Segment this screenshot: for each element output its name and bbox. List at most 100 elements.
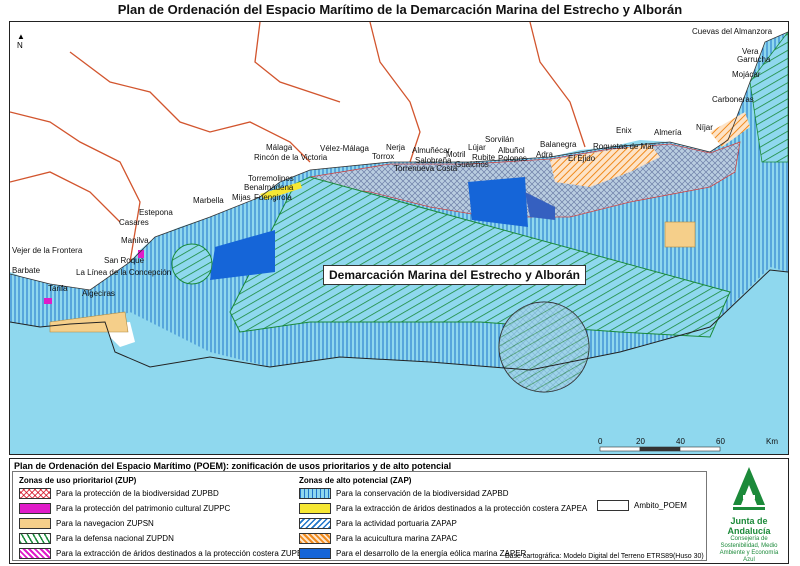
place-label: Albuñol	[498, 146, 525, 155]
scale-tick: 60	[716, 437, 725, 446]
scale-tick: 0	[598, 437, 603, 446]
zuppc-zone	[44, 298, 52, 304]
zapea-zone	[260, 182, 302, 200]
legend-panel: Plan de Ordenación del Espacio Marítimo …	[9, 458, 789, 564]
place-label: Almuñécar	[412, 146, 451, 155]
legend-item-zupsn: Para la navegacion ZUPSN	[19, 518, 154, 529]
legend-item-zaper: Para el desarrollo de la energía eólica …	[299, 548, 526, 559]
place-label: Barbate	[12, 266, 41, 275]
zaper-zone-central	[468, 177, 528, 227]
base-map-note: Base cartográfica: Modelo Digital del Te…	[505, 553, 704, 560]
legend-label: Para la actividad portuaria ZAPAP	[336, 519, 457, 528]
legend-item-zupbd: Para la protección de la biodiversidad Z…	[19, 488, 219, 499]
scale-tick: 40	[676, 437, 685, 446]
scale-bar: 0 20 40 60 Km	[598, 437, 778, 454]
zap-group-title: Zonas de alto potencial (ZAP)	[299, 476, 412, 485]
legend-item-zupea: Para la extracción de áridos destinados …	[19, 548, 308, 559]
legend-label: Para la acuicultura marina ZAPAC	[336, 534, 458, 543]
place-label: Carboneras	[712, 95, 754, 104]
zaper-zone-west	[210, 230, 275, 280]
province-border-1	[69, 51, 311, 163]
place-label: Salobreña	[415, 156, 452, 165]
zupea-zone	[138, 250, 144, 258]
swatch-zapap	[299, 518, 331, 529]
swatch-zupbd	[19, 488, 51, 499]
legend-label: Para la navegacion ZUPSN	[56, 519, 154, 528]
land-north	[10, 22, 788, 292]
swatch-zaper	[299, 548, 331, 559]
place-label: Mijas	[232, 193, 251, 202]
scale-tick: 20	[636, 437, 645, 446]
legend-item-zuppc: Para la protección del patrimonio cultur…	[19, 503, 230, 514]
north-label: N	[17, 41, 23, 50]
place-label: Lújar	[468, 143, 486, 152]
province-border-2	[10, 111, 141, 263]
zapac-zone	[550, 144, 660, 187]
place-label: Torrenueva Costa	[394, 164, 458, 173]
place-label: Gualchos	[455, 160, 489, 169]
province-border-6	[10, 171, 121, 223]
junta-logo-icon	[733, 467, 765, 510]
place-label: Polopos	[498, 154, 527, 163]
place-label: Cuevas del Almanzora	[692, 27, 773, 36]
place-label: Rubite	[472, 153, 496, 162]
logo-name: Junta de Andalucía	[727, 516, 771, 536]
zaper-zone-small	[525, 192, 555, 220]
map-title: Plan de Ordenación del Espacio Marítimo …	[117, 2, 683, 17]
swatch-zuppc	[19, 503, 51, 514]
north-arrow: ▲ N	[17, 32, 25, 50]
place-label: Enix	[616, 126, 632, 135]
province-border-3	[369, 22, 421, 163]
place-label: Motril	[446, 150, 466, 159]
swatch-zupea	[19, 548, 51, 559]
place-label: Nerja	[386, 143, 406, 152]
place-label: Casares	[119, 218, 149, 227]
place-label: Benalmádena	[244, 183, 294, 192]
place-label: Torremolinos	[248, 174, 294, 183]
swatch-ambito	[597, 500, 629, 511]
coastline	[10, 31, 788, 291]
swatch-zupsn	[19, 518, 51, 529]
north-icon: ▲	[17, 32, 25, 41]
map-canvas	[10, 22, 788, 454]
place-label: Málaga	[266, 143, 293, 152]
legend-label: Para el desarrollo de la energía eólica …	[336, 549, 527, 558]
map-view[interactable]: ▲ N Cuevas del Almanzora Vera Garrucha M…	[9, 21, 789, 455]
swatch-zapac	[299, 533, 331, 544]
demarcation-label: Demarcación Marina del Estrecho y Alborá…	[323, 265, 586, 285]
place-label: Torrox	[372, 152, 395, 161]
logo-subtitle: Consejería de Sostenibilidad, Medio Ambi…	[719, 536, 779, 563]
legend-item-zupdn: Para la defensa nacional ZUPDN	[19, 533, 174, 544]
place-label: Níjar	[696, 123, 713, 132]
legend-title: Plan de Ordenación del Espacio Marítimo …	[14, 461, 452, 471]
legend-label: Para la extracción de áridos destinados …	[336, 504, 588, 513]
legend-label: Para la protección del patrimonio cultur…	[56, 504, 231, 513]
legend-box: Zonas de uso prioritariol (ZUP) Para la …	[12, 471, 707, 561]
zoom-inset-overlay	[499, 302, 589, 392]
legend-label: Para la protección de la biodiversidad Z…	[56, 489, 219, 498]
legend-item-ambito: Ambito_POEM	[597, 500, 687, 511]
zapac-zone-2	[710, 112, 750, 147]
legend-label: Ambito_POEM	[634, 501, 687, 510]
place-label: Almería	[654, 128, 682, 137]
province-border-5	[254, 22, 341, 103]
legend-item-zapap: Para la actividad portuaria ZAPAP	[299, 518, 457, 529]
legend-item-zapbd: Para la conservación de la biodiversidad…	[299, 488, 509, 499]
swatch-zapea	[299, 503, 331, 514]
place-label: Rincón de la Victoria	[254, 153, 328, 162]
place-label: San Roque	[104, 256, 145, 265]
place-label: Garrucha	[737, 55, 771, 64]
zupsn-strait	[49, 311, 129, 333]
place-label: Estepona	[139, 208, 173, 217]
scale-bar-graphic	[599, 446, 721, 452]
legend-item-zapea: Para la extracción de áridos destinados …	[299, 503, 587, 514]
zupdn-east	[749, 31, 788, 163]
scale-unit: Km	[766, 437, 778, 446]
place-label: Balanegra	[540, 140, 577, 149]
junta-logo: Junta de Andalucía Consejería de Sosteni…	[714, 465, 784, 563]
place-label: La Línea de la Concepción	[76, 268, 172, 277]
place-label: Manilva	[121, 236, 149, 245]
place-label: Vejer de la Frontera	[12, 246, 83, 255]
ambito-outline	[10, 269, 788, 371]
place-label: Fuengirola	[254, 193, 292, 202]
